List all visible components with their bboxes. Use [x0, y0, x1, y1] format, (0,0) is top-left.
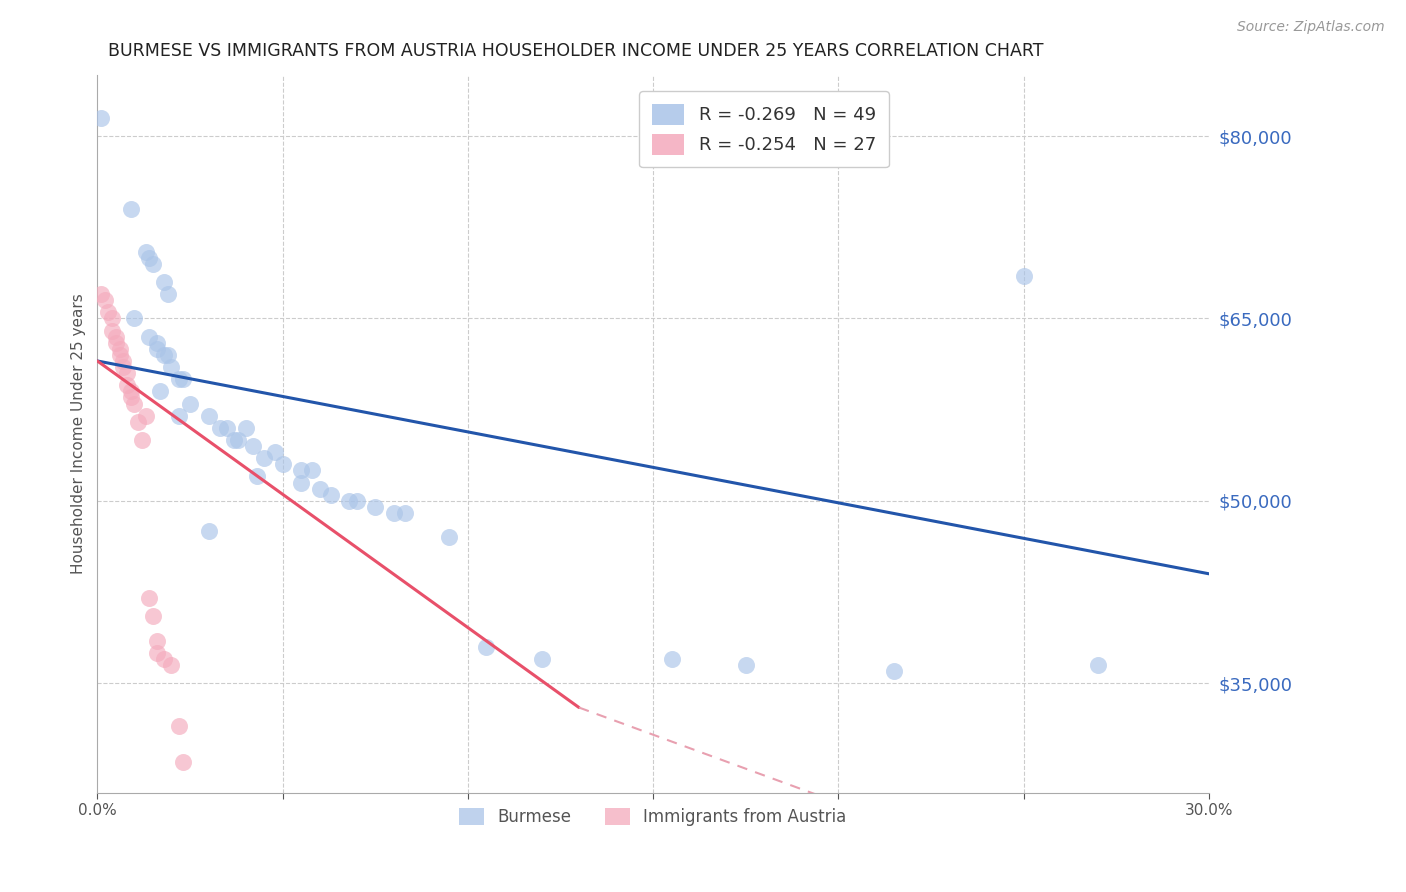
- Point: [883, 664, 905, 678]
- Point: [145, 633, 167, 648]
- Point: [394, 506, 416, 520]
- Point: [530, 652, 553, 666]
- Point: [179, 396, 201, 410]
- Point: [160, 359, 183, 374]
- Text: BURMESE VS IMMIGRANTS FROM AUSTRIA HOUSEHOLDER INCOME UNDER 25 YEARS CORRELATION: BURMESE VS IMMIGRANTS FROM AUSTRIA HOUSE…: [108, 42, 1045, 60]
- Point: [97, 305, 120, 319]
- Text: Source: ZipAtlas.com: Source: ZipAtlas.com: [1237, 20, 1385, 34]
- Point: [101, 324, 124, 338]
- Point: [364, 500, 387, 514]
- Point: [253, 451, 276, 466]
- Point: [134, 244, 156, 259]
- Point: [224, 433, 246, 447]
- Point: [439, 530, 461, 544]
- Point: [131, 433, 153, 447]
- Point: [290, 463, 312, 477]
- Point: [382, 506, 405, 520]
- Point: [308, 482, 330, 496]
- Point: [167, 409, 190, 423]
- Point: [115, 366, 138, 380]
- Point: [120, 391, 142, 405]
- Point: [134, 409, 156, 423]
- Point: [104, 335, 127, 350]
- Point: [337, 493, 360, 508]
- Point: [172, 756, 194, 770]
- Point: [108, 342, 131, 356]
- Point: [138, 591, 160, 606]
- Point: [124, 311, 146, 326]
- Point: [145, 342, 167, 356]
- Point: [115, 378, 138, 392]
- Point: [145, 335, 167, 350]
- Point: [197, 409, 219, 423]
- Point: [246, 469, 269, 483]
- Point: [142, 609, 165, 624]
- Point: [142, 257, 165, 271]
- Point: [290, 475, 312, 490]
- Point: [160, 657, 183, 672]
- Point: [167, 719, 190, 733]
- Point: [120, 202, 142, 216]
- Y-axis label: Householder Income Under 25 years: Householder Income Under 25 years: [72, 293, 86, 574]
- Point: [1012, 268, 1035, 283]
- Point: [153, 275, 176, 289]
- Point: [1087, 657, 1109, 672]
- Point: [104, 329, 127, 343]
- Point: [90, 111, 112, 125]
- Point: [475, 640, 498, 654]
- Point: [153, 652, 176, 666]
- Point: [94, 293, 117, 308]
- Point: [301, 463, 323, 477]
- Point: [319, 488, 342, 502]
- Point: [112, 354, 135, 368]
- Point: [153, 348, 176, 362]
- Point: [346, 493, 368, 508]
- Point: [235, 421, 257, 435]
- Point: [90, 287, 112, 301]
- Point: [226, 433, 249, 447]
- Point: [149, 384, 172, 399]
- Point: [124, 396, 146, 410]
- Point: [167, 372, 190, 386]
- Point: [138, 251, 160, 265]
- Point: [101, 311, 124, 326]
- Point: [208, 421, 231, 435]
- Point: [215, 421, 238, 435]
- Point: [127, 415, 149, 429]
- Point: [242, 439, 264, 453]
- Point: [734, 657, 756, 672]
- Point: [145, 646, 167, 660]
- Point: [120, 384, 142, 399]
- Point: [156, 348, 179, 362]
- Point: [138, 329, 160, 343]
- Point: [156, 287, 179, 301]
- Point: [112, 359, 135, 374]
- Point: [197, 524, 219, 539]
- Point: [172, 372, 194, 386]
- Point: [271, 458, 294, 472]
- Point: [661, 652, 683, 666]
- Point: [108, 348, 131, 362]
- Legend: Burmese, Immigrants from Austria: Burmese, Immigrants from Austria: [451, 800, 855, 835]
- Point: [264, 445, 287, 459]
